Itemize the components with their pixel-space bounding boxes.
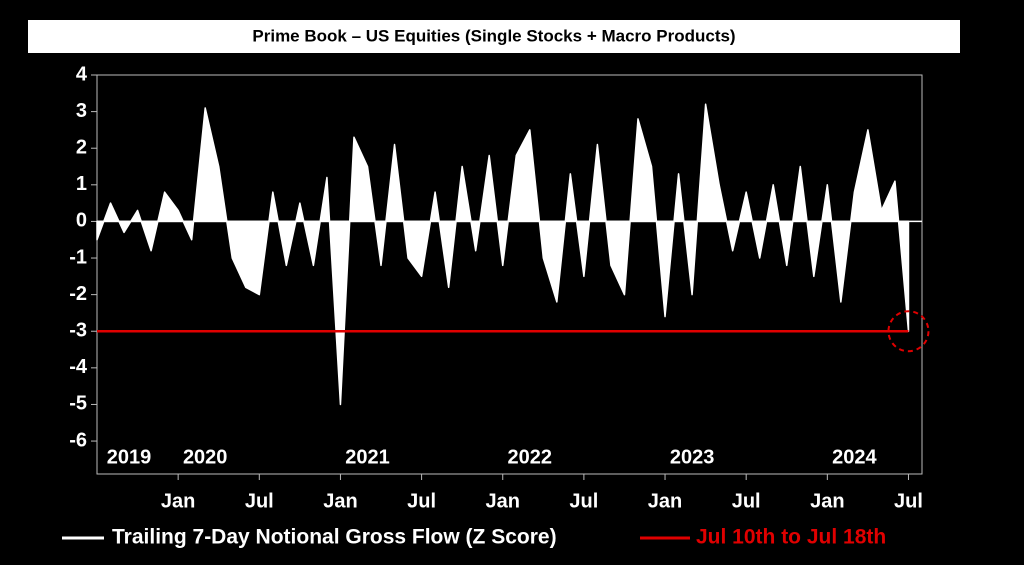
y-tick-label: -5: [69, 393, 87, 415]
chart-title: Prime Book – US Equities (Single Stocks …: [252, 26, 735, 45]
x-tick-label: Jul: [894, 490, 923, 512]
legend-label: Trailing 7-Day Notional Gross Flow (Z Sc…: [112, 526, 557, 549]
year-label: 2020: [183, 446, 228, 468]
y-tick-label: -3: [69, 320, 87, 342]
legend-label: Jul 10th to Jul 18th: [696, 526, 886, 549]
y-tick-label: 0: [76, 210, 87, 232]
y-tick-label: -4: [69, 356, 88, 378]
x-tick-label: Jul: [245, 490, 274, 512]
year-label: 2019: [107, 446, 152, 468]
y-tick-label: -2: [69, 283, 87, 305]
y-tick-label: 4: [76, 63, 88, 85]
x-tick-label: Jan: [161, 490, 195, 512]
year-label: 2024: [832, 446, 877, 468]
x-tick-label: Jan: [323, 490, 357, 512]
x-tick-label: Jan: [486, 490, 520, 512]
year-label: 2023: [670, 446, 715, 468]
y-tick-label: -1: [69, 246, 87, 268]
plot-frame: [96, 74, 923, 475]
x-tick-label: Jan: [810, 490, 844, 512]
y-tick-label: 3: [76, 100, 87, 122]
x-tick-label: Jul: [732, 490, 761, 512]
area-series: [96, 103, 910, 406]
y-tick-label: -6: [69, 429, 87, 451]
y-tick-label: 1: [76, 173, 87, 195]
x-tick-label: Jan: [648, 490, 682, 512]
year-label: 2022: [508, 446, 553, 468]
title-box: [28, 20, 960, 53]
x-tick-label: Jul: [407, 490, 436, 512]
x-tick-label: Jul: [569, 490, 598, 512]
year-label: 2021: [345, 446, 390, 468]
y-tick-label: 2: [76, 136, 87, 158]
highlight-circle: [887, 310, 930, 353]
